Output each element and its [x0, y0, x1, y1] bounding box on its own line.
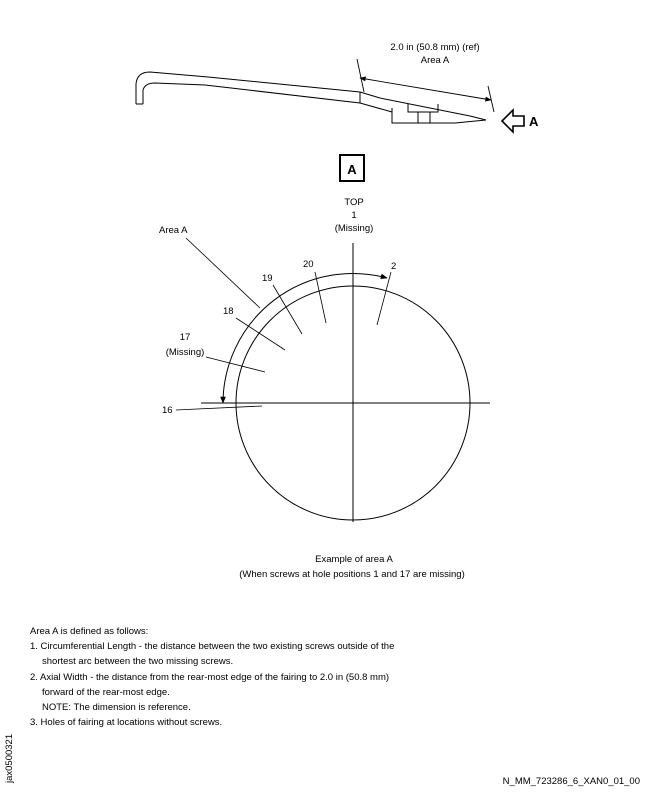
- hole-2-leader: [376, 271, 392, 326]
- area-a-definition-notes: Area A is defined as follows: 1. Circumf…: [30, 624, 590, 730]
- area-a-diagram: 2.0 in (50.8 mm) (ref) Area A A A TOP 1 …: [135, 42, 539, 580]
- top-label: TOP: [344, 197, 363, 208]
- caption-line1: Example of area A: [315, 554, 393, 565]
- hole-16-leader: [175, 405, 263, 411]
- hole-18-leader: [235, 317, 286, 351]
- fairing-profile: [135, 71, 487, 124]
- hole-19-leader: [272, 284, 303, 335]
- dimension-2in: 2.0 in (50.8 mm) (ref) Area A: [356, 42, 495, 113]
- note-1-line-1: 1. Circumferential Length - the distance…: [30, 641, 395, 653]
- hole-17-status: (Missing): [166, 347, 205, 358]
- hole-1-number: 1: [351, 210, 356, 221]
- hole-2-label: 2: [391, 261, 396, 272]
- hole-20-leader: [314, 271, 327, 324]
- view-box-label: A: [347, 162, 357, 177]
- area-a-leader: [185, 237, 261, 309]
- hole-1-status: (Missing): [335, 223, 374, 234]
- dimension-extension-right: [487, 85, 495, 113]
- hole-17-leader: [205, 356, 266, 373]
- note-1-line-2: shortest arc between the two missing scr…: [42, 656, 234, 668]
- notes-heading: Area A is defined as follows:: [30, 626, 149, 637]
- note-3: 3. Holes of fairing at locations without…: [30, 717, 223, 729]
- dimension-area-label: Area A: [421, 55, 450, 66]
- drawing-number: N_MM_723286_6_XAN0_01_00: [502, 776, 640, 787]
- section-view: TOP 1 (Missing) Area A 2 20 19 18 17 (Mi…: [159, 197, 490, 580]
- view-arrow: A: [500, 108, 539, 134]
- note-2-line-1: 2. Axial Width - the distance from the r…: [30, 671, 390, 683]
- area-a-arc: [220, 272, 388, 404]
- note-2-reference: NOTE: The dimension is reference.: [42, 702, 191, 714]
- view-arrow-label: A: [529, 114, 539, 129]
- note-2-line-2: forward of the rear-most edge.: [42, 686, 170, 698]
- side-code: jax0500321: [4, 733, 15, 783]
- hole-16-label: 16: [162, 405, 173, 416]
- dimension-extension-left: [356, 58, 365, 93]
- area-a-callout-label: Area A: [159, 225, 188, 236]
- dimension-line: [359, 76, 492, 102]
- hole-20-label: 20: [303, 259, 314, 270]
- hole-18-label: 18: [223, 306, 234, 317]
- view-box: A: [339, 154, 365, 182]
- hole-17-label: 17: [180, 332, 191, 343]
- view-arrow-icon: [500, 108, 525, 134]
- hole-19-label: 19: [262, 273, 273, 284]
- caption-line2: (When screws at hole positions 1 and 17 …: [239, 569, 464, 580]
- dimension-value: 2.0 in (50.8 mm) (ref): [390, 42, 479, 53]
